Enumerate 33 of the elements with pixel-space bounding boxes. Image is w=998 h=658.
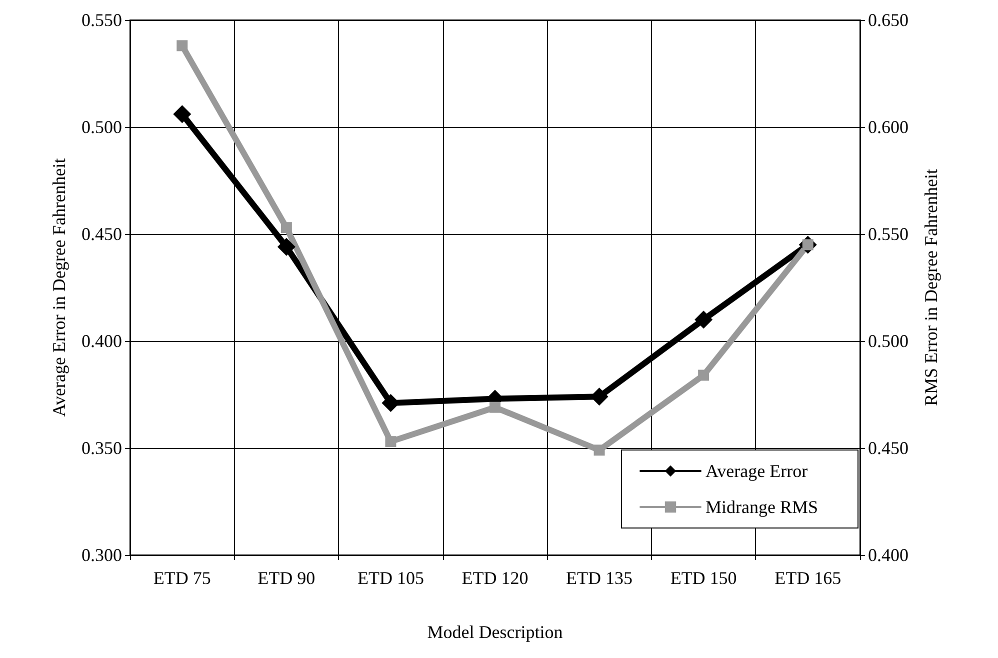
legend-label: Midrange RMS <box>706 497 818 517</box>
x-tick-label: ETD 90 <box>258 568 316 588</box>
point <box>698 370 710 381</box>
x-tick-label: ETD 105 <box>357 568 424 588</box>
y2-tick-label: 0.450 <box>868 438 908 458</box>
y2-tick-label: 0.400 <box>868 545 908 565</box>
y2-tick-label: 0.500 <box>868 331 908 351</box>
point <box>277 238 296 256</box>
y-tick-label: 0.300 <box>82 545 122 565</box>
point <box>173 105 192 124</box>
x-tick-label: ETD 120 <box>462 568 528 588</box>
y2-tick-label: 0.550 <box>868 224 908 244</box>
x-axis-title: Model Description <box>427 622 563 642</box>
x-tick-label: ETD 150 <box>670 568 737 588</box>
point <box>385 436 396 448</box>
y-tick-label: 0.550 <box>82 10 122 30</box>
y-axis-title: Average Error in Degree Fahrenheit <box>49 158 69 417</box>
legend-label: Average Error <box>706 461 808 481</box>
y-tick-label: 0.350 <box>82 438 122 458</box>
point <box>594 444 605 456</box>
y-tick-label: 0.500 <box>82 117 122 137</box>
x-tick-label: ETD 75 <box>153 568 211 588</box>
y-tick-label: 0.400 <box>82 331 122 351</box>
y2-tick-label: 0.650 <box>868 10 908 30</box>
point <box>490 402 500 413</box>
y2-axis-title: RMS Error in Degree Fahrenheit <box>921 169 941 406</box>
y-tick-label: 0.450 <box>82 224 122 244</box>
x-tick-label: ETD 165 <box>774 568 842 588</box>
point <box>176 40 188 52</box>
x-tick-label: ETD 135 <box>566 568 633 588</box>
point <box>280 222 292 234</box>
y2-tick-label: 0.600 <box>868 117 908 137</box>
point <box>694 310 713 329</box>
